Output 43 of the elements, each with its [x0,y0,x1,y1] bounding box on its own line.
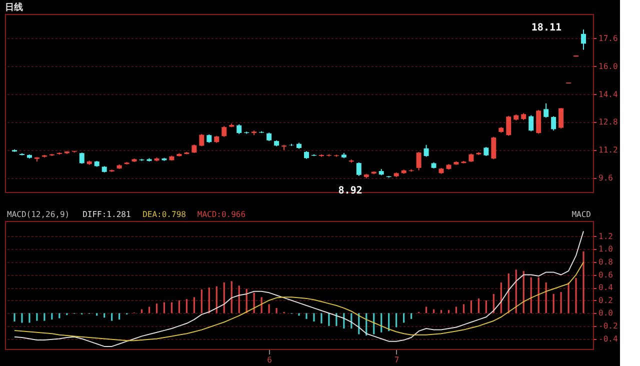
candlestick [199,134,204,147]
y-tick-label: 1.2 [598,232,614,241]
annotation: 8.92 [338,185,362,196]
y-tick-label: 0.4 [598,283,614,292]
text: MACD:0.966 [197,210,246,219]
text: DEA:0.798 [142,210,186,219]
line-series [14,262,584,342]
y-tick-label: 9.6 [598,174,614,183]
line-series [14,230,584,347]
candlestick [222,126,227,138]
candlestick [491,136,496,160]
y-tick-label: 11.2 [598,146,618,155]
x-tick-label: 7 [394,356,400,364]
annotation: 18.11 [531,22,562,34]
candlestick [536,109,542,134]
y-tick-label: 14.4 [598,90,618,99]
y-tick-label: -0.2 [598,321,618,330]
x-tick-label: 6 [267,356,272,364]
candlestick [424,144,429,158]
y-tick-label: 0.8 [598,257,614,266]
candlestick [416,151,422,171]
y-tick-label: 16.0 [598,62,618,71]
y-tick-label: 1.0 [598,244,614,254]
candlestick [484,146,489,157]
candlestick [581,29,586,50]
candlestick [544,102,549,118]
candlestick [356,162,362,176]
y-tick-label: 17.6 [598,34,618,43]
y-tick-label: 0.2 [598,296,614,305]
y-tick-label: -0.4 [598,334,618,344]
chart-title: 日线 [5,2,23,13]
y-tick-label: 0.0 [598,308,614,318]
text: MACD [572,210,592,219]
y-tick-label: 12.8 [598,118,618,127]
candlestick [236,124,242,135]
candlestick [506,115,512,136]
text: DIFF:1.281 [82,210,131,219]
candlestick [79,152,84,164]
y-tick-label: 0.6 [598,270,614,280]
chart-title: MACD(12,26,9) [7,210,70,219]
candlestick [528,114,534,132]
candlestick [558,108,564,129]
candlestick [551,116,556,132]
